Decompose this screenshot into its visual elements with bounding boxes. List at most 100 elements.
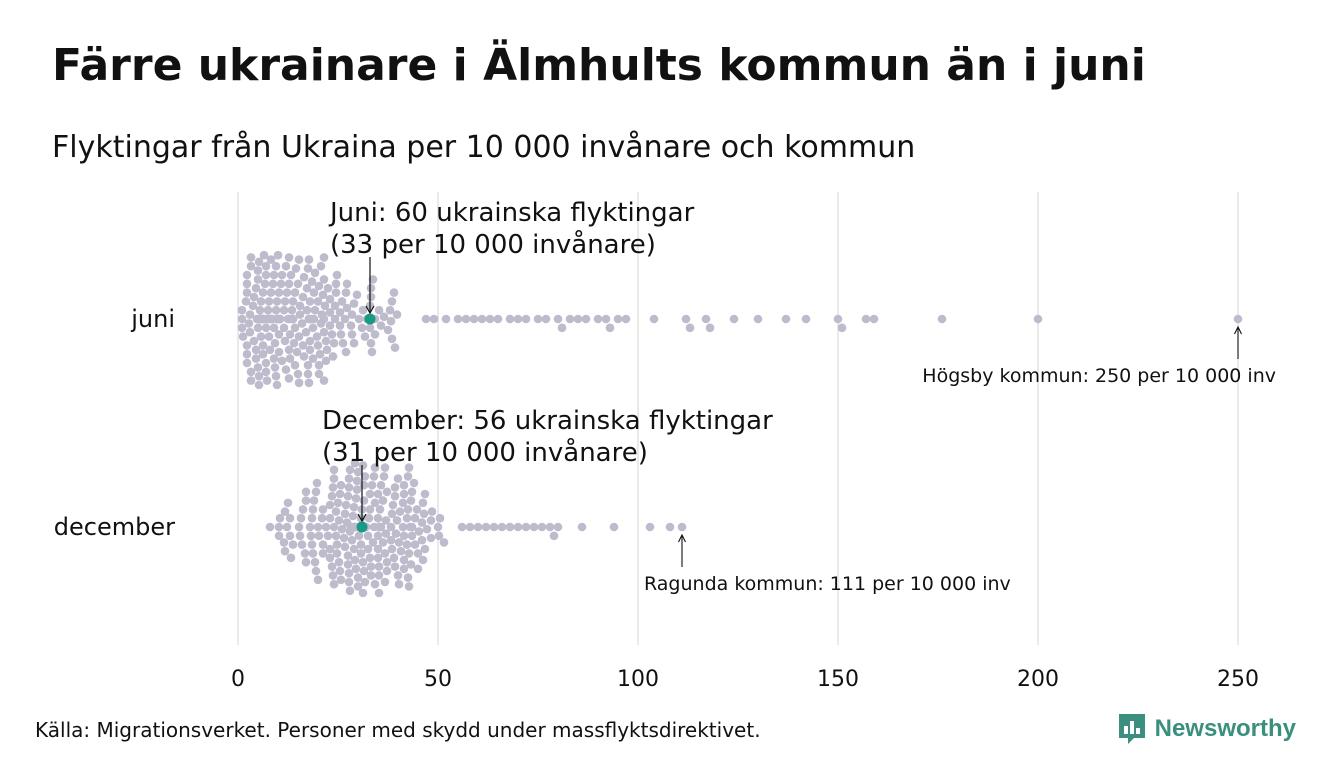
data-point: [1033, 314, 1043, 324]
source-note: Källa: Migrationsverket. Personer med sk…: [35, 718, 761, 742]
x-tick-label: 200: [1017, 667, 1059, 692]
data-point: [264, 332, 274, 341]
brand-logo[interactable]: Newsworthy: [1117, 712, 1296, 746]
data-point: [363, 544, 373, 554]
data-point: [298, 505, 308, 514]
data-point: [356, 540, 366, 549]
data-point: [353, 467, 363, 477]
data-point: [418, 498, 428, 508]
highlight-point: [356, 521, 368, 533]
data-point: [677, 522, 687, 532]
data-point: [373, 531, 383, 541]
data-point: [332, 540, 342, 549]
highlight-pointer-arrow: [365, 305, 375, 315]
data-point: [237, 314, 247, 324]
data-point: [356, 549, 366, 558]
data-point: [255, 305, 265, 315]
data-point: [253, 323, 263, 333]
data-point: [328, 352, 338, 361]
chart-title: Färre ukrainare i Älmhults kommun än i j…: [52, 40, 1146, 91]
data-point: [319, 275, 329, 284]
data-point: [301, 557, 311, 567]
data-point: [521, 522, 531, 532]
data-point: [329, 338, 339, 348]
data-point: [410, 540, 420, 549]
data-point: [308, 549, 318, 558]
data-point: [344, 474, 354, 483]
data-point: [314, 369, 324, 379]
data-point: [348, 511, 358, 521]
data-point: [322, 345, 332, 355]
data-point: [349, 299, 359, 308]
data-point: [402, 540, 412, 549]
data-point: [321, 356, 331, 366]
data-point: [407, 522, 417, 532]
max-annotation-label: Ragunda kommun: 111 per 10 000 inv: [644, 573, 1011, 595]
data-point: [332, 270, 342, 280]
data-point: [376, 522, 386, 532]
data-point: [307, 277, 317, 286]
data-point: [287, 305, 297, 315]
data-point: [331, 279, 341, 289]
data-point: [433, 522, 443, 532]
data-point: [404, 463, 414, 472]
data-point: [275, 314, 285, 324]
data-point: [396, 546, 406, 556]
data-point: [365, 505, 375, 514]
data-point: [286, 270, 296, 280]
data-point: [325, 513, 335, 523]
data-point: [360, 577, 370, 587]
data-point: [273, 250, 283, 260]
data-point: [328, 483, 338, 492]
data-point: [353, 582, 363, 591]
data-point: [303, 264, 313, 273]
data-point: [387, 334, 397, 344]
data-point: [336, 480, 346, 490]
data-point: [274, 522, 284, 532]
data-point: [701, 314, 711, 324]
data-point: [375, 505, 385, 514]
data-point: [366, 562, 376, 571]
data-point: [325, 308, 335, 317]
data-point: [320, 301, 330, 311]
data-point: [292, 347, 302, 357]
data-point: [288, 314, 298, 324]
data-point: [398, 522, 408, 532]
data-point: [380, 577, 390, 587]
newsworthy-logo-icon: [1118, 714, 1145, 744]
data-point: [280, 546, 290, 556]
data-point: [342, 303, 352, 313]
data-point: [330, 314, 340, 324]
data-point: [304, 255, 314, 264]
data-point: [325, 321, 335, 330]
data-point: [335, 566, 345, 576]
data-point: [370, 498, 380, 508]
data-point: [306, 531, 316, 541]
data-point: [302, 283, 312, 293]
data-point: [373, 553, 383, 563]
data-point: [314, 281, 324, 291]
beeswarm-chart: 0 50 100 150 200 250 juni Juni: 60 ukrainska fl…: [54, 192, 1276, 692]
data-point: [837, 323, 847, 333]
data-point: [253, 266, 263, 275]
data-point: [329, 465, 339, 475]
data-point: [781, 314, 791, 324]
data-point: [237, 323, 247, 333]
data-point: [325, 544, 335, 554]
data-point: [383, 325, 393, 335]
data-point: [329, 522, 339, 532]
data-point: [261, 261, 271, 271]
data-point: [393, 474, 403, 483]
data-point: [349, 338, 359, 348]
data-point: [281, 261, 291, 271]
data-point: [359, 566, 369, 576]
data-point: [435, 513, 445, 523]
data-point: [276, 279, 286, 289]
data-point: [374, 562, 384, 571]
data-point: [258, 349, 268, 359]
data-point: [303, 369, 313, 379]
data-point: [263, 305, 273, 315]
data-point: [549, 531, 559, 541]
data-point: [340, 314, 350, 324]
data-point: [533, 314, 543, 324]
